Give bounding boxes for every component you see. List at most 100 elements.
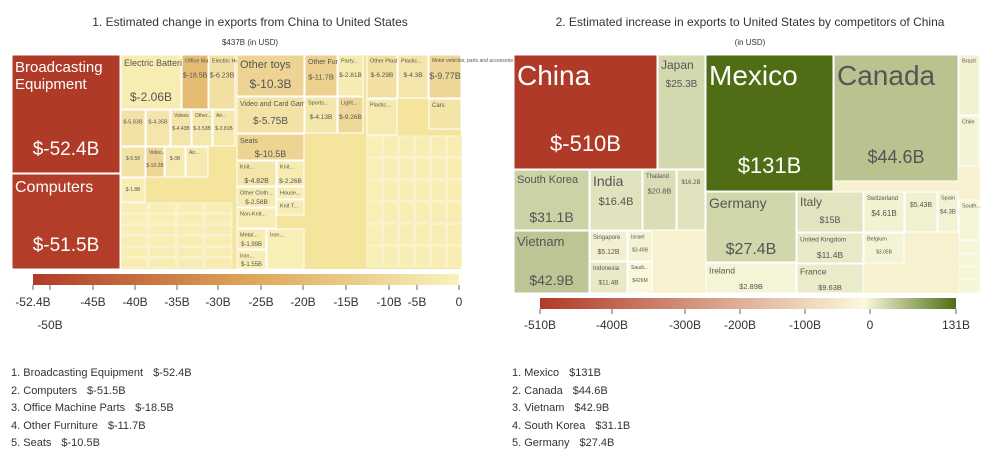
tile-japan[interactable]: Japan $25.3B (657, 54, 706, 170)
tile-value: $-2.26B (279, 178, 302, 185)
tile-brazil[interactable]: Brazil (958, 54, 980, 116)
treemap-chart-countries[interactable]: China $-510B Japan $25.3B Mexico $131B Canada $… (500, 0, 1000, 469)
tile-other[interactable]: Other... $-3.53B (191, 109, 213, 147)
tile-ireland[interactable]: Ireland $2.89B (705, 262, 797, 294)
tile-knit-t[interactable]: Knit T... (276, 199, 305, 216)
tile-value: $-5.83B (123, 120, 143, 126)
tile-other-furniture[interactable]: Other Furniture $-11.7B (304, 54, 356, 97)
tile-mexico[interactable]: Mexico $131B (705, 54, 834, 192)
colorbar-tick-label: -10B (376, 295, 401, 309)
tile-electric-batteries[interactable]: Electric Batteries $-2.06B (120, 54, 192, 110)
tile-small (176, 213, 205, 225)
tile-israel[interactable]: Israel $3.49B (627, 230, 653, 262)
tile-electric-heaters[interactable]: Electric Heaters $-6.23B (208, 54, 251, 110)
tile-knit[interactable]: Knit... $-4.82B (236, 160, 277, 187)
tile-label: Equipment (15, 76, 88, 93)
tile-computers[interactable]: Computers $-51.5B (11, 173, 121, 270)
tile-value: $11.4B (598, 280, 618, 287)
tile-16-2b[interactable]: $16.2B (676, 169, 706, 231)
tile-small (120, 213, 149, 225)
tile-south-korea[interactable]: South Korea $31.1B (513, 169, 590, 231)
tile-air[interactable]: Air... $-3.81B (212, 109, 236, 147)
tile-china[interactable]: China $-510B (513, 54, 658, 170)
tile-plastic[interactable]: Plastic... $-4.3B (397, 54, 429, 99)
tile-belgium[interactable]: Belgium $3.05B (863, 232, 905, 264)
tile-iron[interactable]: Iron... (266, 228, 305, 270)
tile-small (120, 235, 149, 247)
tile-3b[interactable]: $-3B (164, 146, 186, 178)
tile-label: Belgium (867, 237, 887, 243)
tile-knit[interactable]: Knit... $-2.26B (276, 160, 305, 187)
tile-label: South Korea (517, 174, 579, 186)
tile-united-kingdom[interactable]: United Kingdom $11.4B (796, 232, 864, 264)
tile-video[interactable]: Video... $-10.2B (145, 146, 166, 178)
tile-light[interactable]: Light... $-9.26B (337, 96, 364, 134)
tile-label: Thailand (646, 174, 669, 180)
tile-cars[interactable]: Cars (428, 98, 462, 130)
tile-small (430, 179, 447, 202)
tile-5-83b[interactable]: $-5.83B (120, 109, 146, 147)
tile-indonesia[interactable]: Indonesia $11.4B (589, 261, 628, 294)
tile-seats[interactable]: Seats $-10.5B (236, 133, 305, 161)
list-item: 1. Broadcasting Equipment $-52.4B (11, 367, 192, 379)
colorbar (540, 298, 956, 309)
tile-small (398, 223, 415, 246)
tile-vietnam[interactable]: Vietnam $42.9B (513, 230, 590, 294)
tile-value: $-18.5B (183, 73, 208, 80)
tile-label: Broadcasting (15, 59, 103, 76)
tile-small (366, 157, 383, 180)
tile-singapore[interactable]: Singapore $5.12B (589, 230, 628, 262)
tile-plastic[interactable]: Plastic... (366, 98, 398, 136)
tile-metal[interactable]: Metal... $-1.99B (236, 228, 267, 250)
tile-other-toys[interactable]: Other toys $-10.3B (236, 54, 305, 97)
tile-party[interactable]: Party... $-2.81B (337, 54, 364, 97)
tile-other-plastic[interactable]: Other Plastic... $-6.29B (366, 54, 407, 99)
tile-small (148, 235, 177, 247)
tile-4-35b[interactable]: $-4.35B (145, 109, 171, 147)
tile-thailand[interactable]: Thailand $20.8B (642, 169, 677, 231)
tile-house[interactable]: House... (276, 186, 305, 200)
tile-spain[interactable]: Spain $4.3B (937, 191, 959, 233)
tile-value: $4.61B (871, 209, 896, 218)
tile-label: Cars (432, 103, 445, 109)
colorbar-tick-label: -20B (290, 295, 315, 309)
tile-sports[interactable]: Sports... $-4.13B (304, 96, 338, 134)
tile-germany[interactable]: Germany $27.4B (705, 191, 797, 263)
top-countries-list: 1. Mexico $131B 2. Canada $44.6B 3. Vietna… (512, 365, 630, 453)
tile-motor-vehicles-parts-and-accessories-8701[interactable]: Motor vehicles, parts and accessories (8… (428, 54, 534, 99)
tile-small (382, 157, 399, 180)
tile-small (958, 253, 980, 267)
tile-canada[interactable]: Canada $44.6B (833, 54, 959, 182)
tile-switzerland[interactable]: Switzerland $4.61B (863, 191, 905, 233)
tile-value: $-6.23B (210, 73, 235, 80)
tile-non-knit[interactable]: Non-Knit... (236, 207, 277, 229)
tile-valves[interactable]: Valves $-4.43B (170, 109, 192, 147)
tile-air[interactable]: Air... (185, 146, 209, 178)
tile-other-cloth[interactable]: Other Cloth... $-2.58B (236, 186, 277, 208)
tile-5-58[interactable]: $-5.58 (120, 146, 146, 178)
tile-small (120, 224, 149, 236)
tile-label: Israel (631, 235, 644, 241)
list-item: 3. Office Machine Parts $-18.5B (11, 402, 174, 414)
tile-label: Seats (240, 138, 258, 145)
colorbar-tick-label: -300B (669, 318, 701, 332)
tile-video-and-card-games[interactable]: Video and Card Games $-5.75B (236, 96, 314, 134)
tile-chile[interactable]: Chile (958, 115, 980, 167)
tile-india[interactable]: India $16.4B (589, 169, 643, 231)
tile-small (958, 279, 980, 293)
tile-small (204, 224, 233, 236)
tile-south[interactable]: South... (958, 199, 981, 241)
tile-1-8b[interactable]: $-1.8B (120, 177, 146, 203)
tile-value: $2.89B (739, 282, 763, 291)
tile-value: $-10.2B (146, 163, 164, 169)
tile-small (398, 157, 415, 180)
tile-label: Plastic... (401, 59, 422, 65)
tile-italy[interactable]: Italy $15B (796, 191, 864, 233)
tile-france[interactable]: France $9.63B (796, 263, 864, 294)
tile-saudi[interactable]: Saudi... $426M (627, 261, 653, 294)
tile-5-43b[interactable]: $5.43B (904, 191, 938, 233)
tile-small (414, 135, 431, 158)
tile-iron[interactable]: Iron... $-1.55B (236, 249, 267, 270)
